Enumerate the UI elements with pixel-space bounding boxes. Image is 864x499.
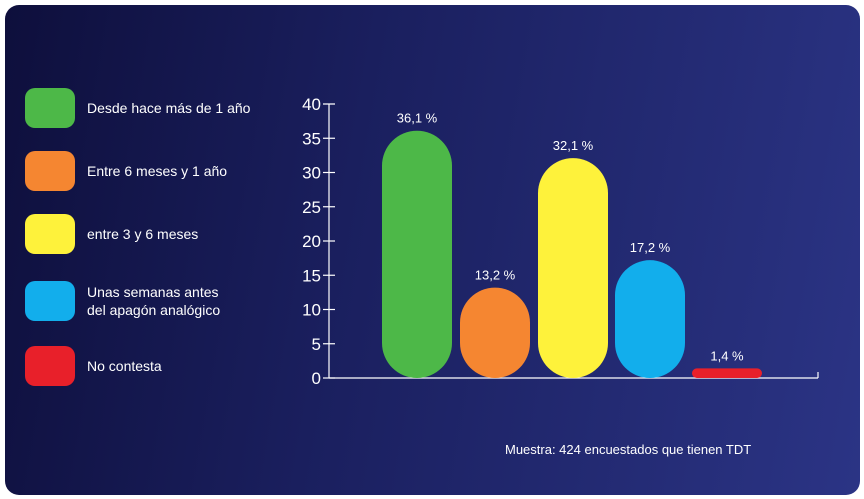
data-label: 1,4 %: [710, 348, 744, 363]
legend-swatch-blue: [25, 281, 75, 321]
bar-2: [460, 287, 530, 378]
data-label: 36,1 %: [397, 111, 438, 126]
legend-swatch-yellow: [25, 214, 75, 254]
bar-5: [692, 368, 762, 378]
chart-card: Desde hace más de 1 año Entre 6 meses y …: [5, 5, 860, 495]
legend-label: Entre 6 meses y 1 año: [87, 163, 228, 179]
legend-swatch-green: [25, 88, 75, 128]
legend-swatch-red: [25, 346, 75, 386]
legend-item-3: entre 3 y 6 meses: [25, 214, 305, 258]
y-tick-label: 5: [312, 335, 321, 354]
legend-swatch-orange: [25, 151, 75, 191]
legend-item-4: Unas semanas antes del apagón analógico: [25, 281, 305, 325]
legend-item-1: Desde hace más de 1 año: [25, 88, 305, 132]
y-tick-label: 0: [312, 369, 321, 388]
y-tick-label: 10: [302, 301, 321, 320]
legend-label: Desde hace más de 1 año: [87, 100, 251, 116]
y-tick-label: 40: [302, 95, 321, 114]
bar-1: [382, 130, 452, 378]
legend-item-5: No contesta: [25, 346, 305, 390]
y-tick-label: 15: [302, 266, 321, 285]
y-tick-label: 35: [302, 129, 321, 148]
sample-note: Muestra: 424 encuestados que tienen TDT: [505, 442, 752, 457]
bar-chart: 0 5 10 15 20 25 30 35 40 36,1 % 13,2 % 32,1 % 17,2 %…: [302, 95, 819, 388]
y-tick-label: 30: [302, 164, 321, 183]
legend-label: entre 3 y 6 meses: [87, 226, 199, 242]
data-label: 17,2 %: [630, 240, 671, 255]
data-label: 32,1 %: [553, 138, 594, 153]
legend-label: Unas semanas antes del apagón analógico: [87, 284, 221, 318]
y-tick-label: 20: [302, 232, 321, 251]
legend-label: No contesta: [87, 358, 162, 374]
y-tick-label: 25: [302, 198, 321, 217]
data-label: 13,2 %: [475, 268, 516, 283]
bar-4: [615, 260, 685, 378]
legend-item-2: Entre 6 meses y 1 año: [25, 151, 305, 195]
bar-3: [538, 158, 608, 378]
